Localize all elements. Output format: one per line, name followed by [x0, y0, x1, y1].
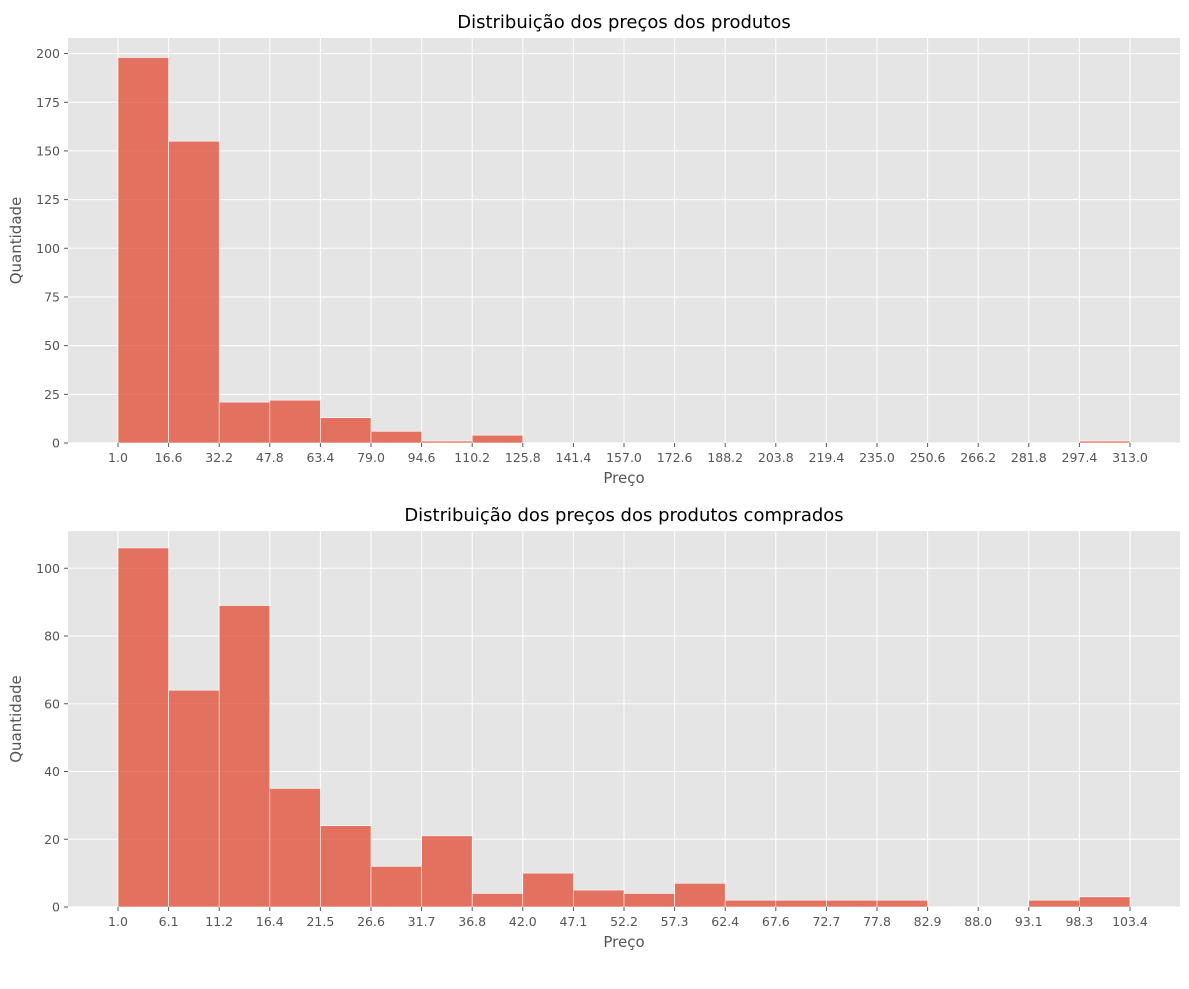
x-tick-label: 62.4	[711, 914, 739, 929]
x-tick-label: 235.0	[859, 450, 895, 465]
x-axis-label: Preço	[603, 933, 644, 951]
histogram-bar	[320, 825, 372, 908]
x-tick-label: 110.2	[454, 450, 490, 465]
x-tick-label: 26.6	[357, 914, 385, 929]
chart-title: Distribuição dos preços dos produtos	[457, 12, 791, 33]
x-tick-label: 219.4	[809, 450, 845, 465]
histogram-bar	[522, 872, 574, 908]
histogram-bar	[168, 689, 220, 908]
histogram-bar	[269, 399, 321, 444]
x-tick-label: 72.7	[812, 914, 840, 929]
x-axis-ticks: 1.0 16.6 32.2 47.8 63.4 79.0 94.6 110.2 125.8 141…	[108, 443, 1148, 465]
histogram-bar	[775, 899, 827, 908]
x-tick-label: 297.4	[1062, 450, 1098, 465]
y-tick-label: 150	[36, 143, 60, 158]
histogram-bar	[876, 899, 928, 908]
x-tick-label: 98.3	[1065, 914, 1093, 929]
x-tick-label: 79.0	[357, 450, 385, 465]
y-tick-label: 60	[44, 696, 60, 711]
histogram-bar	[421, 835, 473, 908]
x-tick-label: 103.4	[1112, 914, 1148, 929]
y-tick-label: 0	[52, 900, 60, 915]
histogram-bar	[269, 788, 321, 908]
histogram-bar	[421, 440, 473, 444]
x-tick-label: 67.6	[762, 914, 790, 929]
x-tick-label: 42.0	[509, 914, 537, 929]
x-tick-label: 88.0	[964, 914, 992, 929]
x-tick-label: 57.3	[661, 914, 689, 929]
y-axis-ticks: 0 20 40 60 80 100	[36, 561, 68, 915]
y-tick-label: 40	[44, 764, 60, 779]
x-tick-label: 21.5	[306, 914, 334, 929]
x-tick-label: 1.0	[108, 914, 128, 929]
x-tick-label: 32.2	[205, 450, 233, 465]
histogram-bar	[724, 899, 777, 908]
x-tick-label: 94.6	[408, 450, 436, 465]
histogram-bar	[471, 434, 524, 444]
histogram-bar	[1079, 440, 1131, 444]
y-tick-label: 100	[36, 241, 60, 256]
histogram-bar	[218, 605, 271, 908]
y-tick-label: 125	[36, 192, 60, 207]
histogram-bar	[320, 417, 372, 444]
x-tick-label: 82.9	[914, 914, 942, 929]
x-axis-ticks: 1.0 6.1 11.2 16.4 21.5 26.6 31.7 36.8 42.0 47.1 52…	[108, 907, 1148, 929]
histogram-bar	[471, 893, 524, 908]
y-tick-label: 0	[52, 436, 60, 451]
histogram-bar	[826, 899, 878, 908]
x-tick-label: 157.0	[606, 450, 642, 465]
y-tick-label: 175	[36, 95, 60, 110]
histogram-bar	[573, 889, 625, 908]
histogram-bars	[117, 547, 1131, 908]
x-tick-label: 172.6	[657, 450, 693, 465]
x-tick-label: 6.1	[159, 914, 179, 929]
histogram-bar	[1079, 896, 1131, 908]
x-tick-label: 188.2	[707, 450, 743, 465]
x-tick-label: 16.4	[256, 914, 284, 929]
x-tick-label: 203.8	[758, 450, 794, 465]
x-tick-label: 313.0	[1112, 450, 1148, 465]
x-tick-label: 36.8	[458, 914, 486, 929]
chart-top-prices: 1.0 16.6 32.2 47.8 63.4 79.0 94.6 110.2 125.8 141…	[7, 12, 1180, 487]
y-tick-label: 80	[44, 629, 60, 644]
histogram-bar	[370, 431, 422, 444]
x-tick-label: 47.1	[559, 914, 587, 929]
histogram-bar	[370, 866, 422, 908]
x-tick-label: 77.8	[863, 914, 891, 929]
histogram-bar	[117, 547, 169, 908]
x-tick-label: 281.8	[1011, 450, 1047, 465]
x-tick-label: 63.4	[306, 450, 334, 465]
x-tick-label: 31.7	[408, 914, 436, 929]
histogram-bars	[117, 57, 1131, 444]
x-tick-label: 266.2	[960, 450, 996, 465]
y-tick-label: 75	[44, 289, 60, 304]
x-tick-label: 1.0	[108, 450, 128, 465]
y-axis-label: Quantidade	[7, 675, 25, 763]
y-tick-label: 100	[36, 561, 60, 576]
x-tick-label: 141.4	[556, 450, 592, 465]
x-tick-label: 125.8	[505, 450, 541, 465]
histogram-bar	[218, 401, 271, 444]
x-tick-label: 93.1	[1015, 914, 1043, 929]
y-axis-ticks: 0 25 50 75 100 125 150 175 200	[36, 46, 68, 451]
x-tick-label: 52.2	[610, 914, 638, 929]
chart-bottom-purchased-prices: 1.0 6.1 11.2 16.4 21.5 26.6 31.7 36.8 42.0 47.1 52…	[7, 505, 1180, 951]
x-tick-label: 16.6	[155, 450, 183, 465]
y-tick-label: 25	[44, 387, 60, 402]
y-tick-label: 200	[36, 46, 60, 61]
histogram-bar	[168, 140, 220, 444]
histogram-bar	[674, 882, 726, 908]
y-tick-label: 50	[44, 338, 60, 353]
x-axis-label: Preço	[603, 469, 644, 487]
x-tick-label: 11.2	[205, 914, 233, 929]
y-axis-label: Quantidade	[7, 197, 25, 285]
x-tick-label: 47.8	[256, 450, 284, 465]
histogram-bar	[1028, 899, 1080, 908]
x-tick-label: 250.6	[910, 450, 946, 465]
histogram-bar	[117, 57, 169, 444]
histogram-bar	[623, 893, 675, 908]
chart-title: Distribuição dos preços dos produtos com…	[404, 505, 843, 526]
y-tick-label: 20	[44, 832, 60, 847]
